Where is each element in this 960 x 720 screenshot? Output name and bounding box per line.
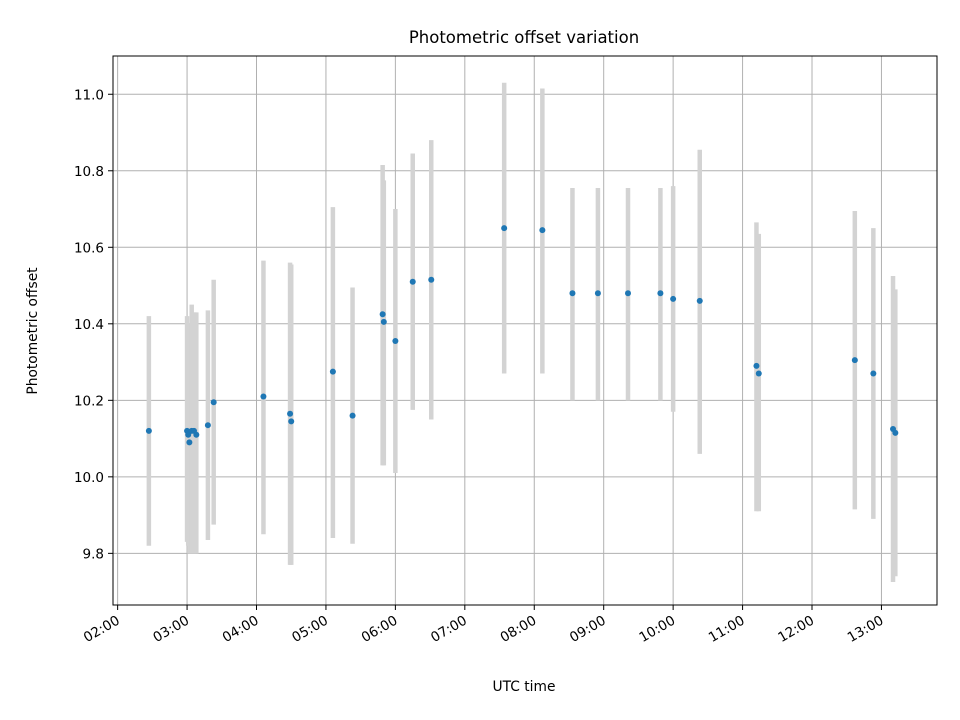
data-point bbox=[193, 431, 200, 438]
y-tick-label: 10.6 bbox=[74, 240, 104, 256]
data-point bbox=[186, 439, 193, 446]
data-point bbox=[569, 290, 576, 297]
data-point bbox=[657, 290, 664, 297]
point-layer bbox=[145, 225, 899, 446]
y-tick-label: 11.0 bbox=[74, 87, 104, 103]
y-tick-label: 10.2 bbox=[74, 393, 104, 409]
data-point bbox=[287, 410, 294, 417]
chart-title: Photometric offset variation bbox=[409, 28, 639, 47]
y-tick-label: 10.0 bbox=[74, 470, 104, 486]
data-point bbox=[670, 295, 677, 302]
data-point bbox=[409, 278, 416, 285]
data-point bbox=[204, 422, 211, 429]
data-point bbox=[428, 276, 435, 283]
data-point bbox=[260, 393, 267, 400]
data-point bbox=[753, 362, 760, 369]
data-point bbox=[392, 338, 399, 345]
data-point bbox=[380, 318, 387, 325]
data-point bbox=[625, 290, 631, 297]
data-point bbox=[892, 429, 899, 436]
data-point bbox=[501, 225, 508, 232]
grid-layer bbox=[113, 56, 937, 605]
data-point bbox=[851, 357, 858, 364]
data-point bbox=[539, 227, 546, 234]
data-point bbox=[594, 290, 601, 297]
data-point bbox=[288, 418, 295, 425]
data-point bbox=[349, 412, 356, 419]
data-point bbox=[696, 297, 703, 304]
plot-frame bbox=[112, 55, 938, 606]
data-point bbox=[210, 399, 217, 406]
data-point bbox=[379, 311, 386, 318]
y-tick-label: 10.8 bbox=[74, 164, 104, 180]
data-point bbox=[329, 368, 336, 375]
x-axis-label: UTC time bbox=[493, 679, 556, 695]
y-axis-label: Photometric offset bbox=[25, 267, 41, 395]
data-point bbox=[185, 431, 192, 438]
data-point bbox=[755, 370, 762, 377]
y-tick-label: 9.8 bbox=[83, 546, 104, 562]
data-point bbox=[145, 427, 152, 434]
data-point bbox=[870, 370, 877, 377]
y-tick-label: 10.4 bbox=[74, 317, 104, 333]
